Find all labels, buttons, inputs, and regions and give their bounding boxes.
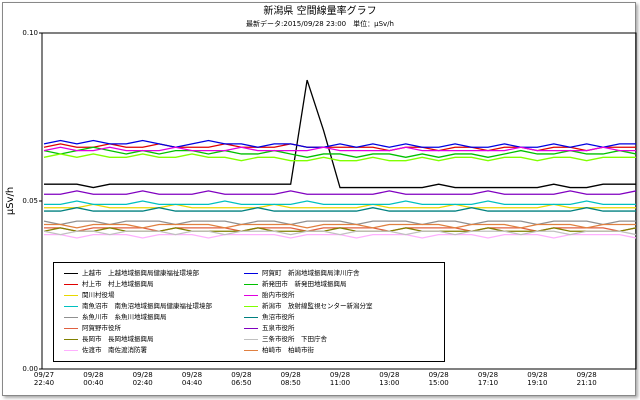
series-line bbox=[44, 203, 636, 209]
legend-label: 阿賀町 新潟地域振興局津川庁舎 bbox=[262, 269, 360, 277]
legend-swatch bbox=[64, 305, 78, 307]
legend-label: 佐渡市 南佐渡消防署 bbox=[82, 346, 147, 354]
x-tick-label: 09/28 15:00 bbox=[428, 371, 449, 387]
chart-subtitle: 最新データ:2015/09/28 23:00 単位：μSv/h bbox=[246, 19, 394, 28]
legend-label: 上越市 上越地域振興局健康福祉環境部 bbox=[82, 269, 199, 277]
chart-title: 新潟県 空間線量率グラフ bbox=[263, 4, 376, 17]
x-tick-label: 09/28 06:50 bbox=[231, 371, 252, 387]
legend-swatch bbox=[64, 294, 78, 296]
legend-swatch bbox=[64, 327, 78, 329]
series-line bbox=[43, 230, 637, 236]
legend-label: 関川村役場 bbox=[82, 291, 115, 299]
x-tick-label: 09/28 13:00 bbox=[379, 371, 400, 387]
legend-swatch bbox=[64, 338, 78, 340]
x-tick-label: 09/28 19:10 bbox=[527, 371, 548, 387]
legend-label: 長岡市 長岡地域振興局 bbox=[82, 335, 154, 343]
series-line bbox=[43, 139, 636, 148]
legend-item: 長岡市 長岡地域振興局 bbox=[64, 334, 154, 344]
legend-item: 胎内市役所 bbox=[244, 290, 295, 300]
legend-swatch bbox=[244, 338, 258, 340]
legend-swatch bbox=[64, 316, 78, 318]
legend-label: 南魚沼市 南魚沼地域振興局健康福祉環境部 bbox=[82, 302, 212, 310]
x-tick-label: 09/28 08:50 bbox=[280, 371, 301, 387]
legend-label: 新潟市 放射線監視センター新潟分室 bbox=[262, 302, 373, 310]
series-line bbox=[44, 200, 636, 206]
legend-swatch bbox=[244, 283, 258, 285]
legend-item: 五泉市役所 bbox=[244, 323, 295, 333]
legend-label: 柏崎市 柏崎市街 bbox=[262, 346, 314, 354]
y-axis-label: μSv/h bbox=[5, 187, 16, 215]
legend-label: 五泉市役所 bbox=[262, 324, 295, 332]
legend-label: 胎内市役所 bbox=[262, 291, 295, 299]
x-tick-label: 09/28 11:00 bbox=[329, 371, 351, 387]
legend-label: 魚沼市役所 bbox=[262, 313, 295, 321]
legend-swatch bbox=[244, 349, 258, 351]
series-line bbox=[44, 223, 636, 229]
legend-swatch bbox=[244, 327, 258, 329]
series-line bbox=[44, 79, 636, 189]
x-tick-label: 09/28 00:40 bbox=[83, 371, 104, 387]
legend-item: 新発田市 新発田地域振興局 bbox=[244, 279, 347, 289]
legend-item: 関川村役場 bbox=[64, 290, 115, 300]
legend-item: 魚沼市役所 bbox=[244, 312, 295, 322]
legend-item: 上越市 上越地域振興局健康福祉環境部 bbox=[64, 268, 199, 278]
legend-swatch bbox=[64, 283, 78, 285]
legend-item: 新潟市 放射線監視センター新潟分室 bbox=[244, 301, 373, 311]
legend-swatch bbox=[244, 305, 258, 307]
legend-swatch bbox=[64, 272, 78, 274]
legend-label: 三条市役所 下田庁舎 bbox=[262, 335, 327, 343]
legend-swatch bbox=[244, 294, 258, 296]
series-line bbox=[43, 153, 636, 162]
legend-item: 南魚沼市 南魚沼地域振興局健康福祉環境部 bbox=[64, 301, 212, 311]
legend-label: 新発田市 新発田地域振興局 bbox=[262, 280, 347, 288]
legend-swatch bbox=[64, 349, 78, 351]
legend-label: 糸魚川市 糸魚川地域振興局 bbox=[82, 313, 167, 321]
series-line bbox=[44, 207, 636, 212]
legend-item: 三条市役所 下田庁舎 bbox=[244, 334, 327, 344]
x-tick-label: 09/28 02:40 bbox=[132, 371, 153, 387]
legend-item: 糸魚川市 糸魚川地域振興局 bbox=[64, 312, 167, 322]
legend-item: 阿賀野市役所 bbox=[64, 323, 121, 333]
legend-swatch bbox=[244, 316, 258, 318]
legend-label: 阿賀野市役所 bbox=[82, 324, 121, 332]
x-tick-label: 09/27 22:40 bbox=[33, 371, 55, 387]
y-tick-label: 0.00 bbox=[22, 365, 38, 373]
legend-item: 村上市 村上地域振興局 bbox=[64, 279, 154, 289]
legend-label: 村上市 村上地域振興局 bbox=[82, 280, 154, 288]
legend-item: 柏崎市 柏崎市街 bbox=[244, 345, 314, 355]
legend: 上越市 上越地域振興局健康福祉環境部 村上市 村上地域振興局 関川村役場南魚沼市 南… bbox=[53, 262, 445, 362]
legend-item: 阿賀町 新潟地域振興局津川庁舎 bbox=[244, 268, 360, 278]
x-tick-label: 09/28 17:10 bbox=[477, 371, 499, 387]
legend-swatch bbox=[244, 272, 258, 274]
x-tick-label: 09/28 04:40 bbox=[181, 371, 203, 387]
series-line bbox=[44, 190, 637, 195]
x-tick-label: 09/28 21:10 bbox=[576, 371, 597, 387]
series-line bbox=[43, 146, 636, 152]
y-tick-label: 0.10 bbox=[22, 29, 38, 37]
y-tick-label: 0.05 bbox=[22, 197, 38, 205]
legend-item: 佐渡市 南佐渡消防署 bbox=[64, 345, 147, 355]
